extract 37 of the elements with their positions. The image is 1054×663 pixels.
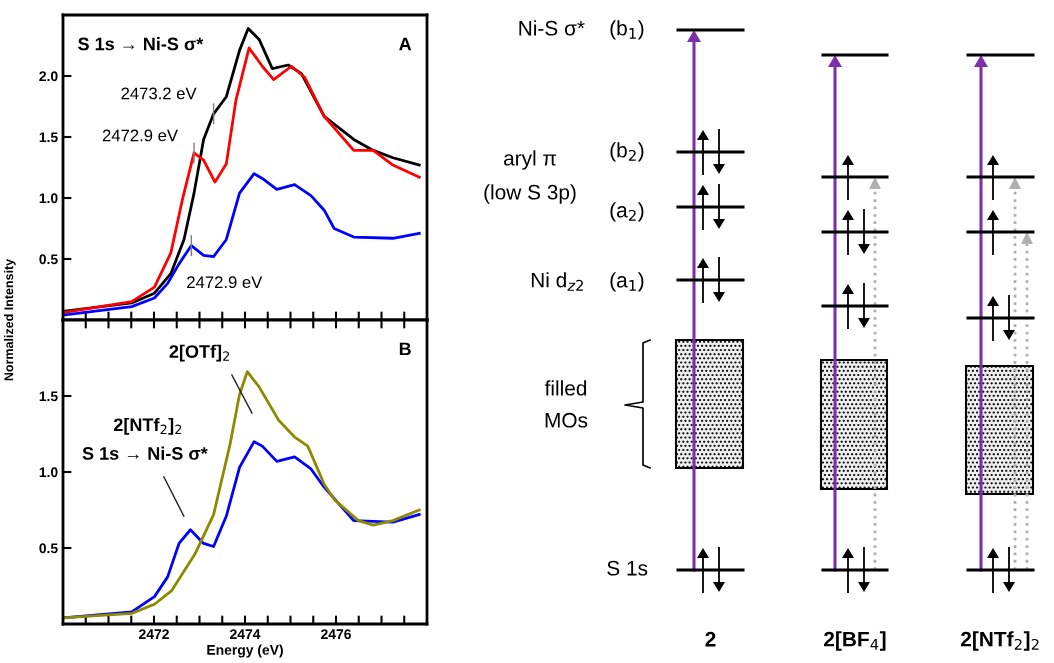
y-tick-label: 1.5 bbox=[39, 391, 58, 402]
y-axis-title: Normalized Intensity bbox=[4, 258, 16, 381]
annotation: S 1s → Ni-S σ* bbox=[78, 37, 204, 51]
text: S 1s bbox=[607, 560, 648, 576]
y-tick-label: 1.0 bbox=[39, 467, 58, 478]
text: filled bbox=[544, 380, 587, 396]
annotation: A bbox=[399, 37, 412, 51]
text: (low S 3p) bbox=[484, 184, 576, 204]
text: (a$_{2}$) bbox=[610, 202, 644, 222]
annotation: B bbox=[399, 342, 411, 356]
x-axis-title: Energy (eV) bbox=[207, 644, 283, 658]
annotation: S 1s → Ni-S σ* bbox=[82, 446, 208, 460]
x-tick-label: 2474 bbox=[230, 629, 261, 639]
x-tick-label: 2476 bbox=[321, 629, 351, 640]
text: (b$_{1}$) bbox=[610, 20, 644, 40]
text: Ni-S σ* bbox=[519, 20, 585, 36]
category-label: 2[BF$_{4}$] bbox=[824, 631, 886, 651]
y-tick-label: 1.5 bbox=[39, 132, 58, 143]
text: MOs bbox=[545, 412, 588, 428]
y-tick-label: 1.0 bbox=[39, 193, 58, 204]
category-label: 2 bbox=[705, 631, 716, 647]
line-series bbox=[63, 172, 421, 317]
text: Ni d$_{z2}$ bbox=[531, 272, 583, 291]
y-tick-label: 0.5 bbox=[39, 543, 58, 554]
text: (a$_{1}$) bbox=[610, 272, 644, 292]
y-tick-label: 0.5 bbox=[39, 254, 58, 265]
text: (b$_{2}$) bbox=[610, 142, 644, 162]
y-tick-label: 2.0 bbox=[39, 71, 58, 82]
annotation: 2[OTf]$_{2}$ bbox=[169, 344, 229, 362]
annotation: 2472.9 eV bbox=[102, 129, 178, 142]
annotation: 2472.9 eV bbox=[187, 276, 263, 289]
annotation: 2473.2 eV bbox=[121, 87, 197, 100]
text: aryl π bbox=[504, 150, 556, 170]
x-tick-label: 2472 bbox=[139, 629, 169, 639]
line-series bbox=[63, 370, 421, 620]
category-label: 2[NTf$_{2}$]$_{2}$ bbox=[961, 631, 1039, 651]
annotation: 2[NTf$_{2}$]$_{2}$ bbox=[113, 417, 182, 435]
